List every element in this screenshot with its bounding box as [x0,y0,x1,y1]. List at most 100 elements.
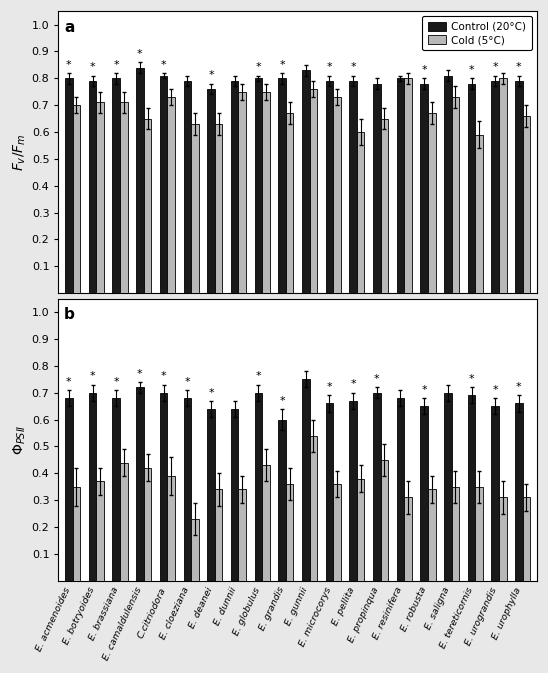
Bar [492,406,499,581]
Bar [167,476,175,581]
Text: *: * [208,388,214,398]
Text: *: * [327,382,332,392]
Bar [515,403,523,581]
Bar [468,83,475,293]
Text: *: * [161,371,167,382]
Bar [444,75,452,293]
Bar [262,465,270,581]
Bar [136,388,144,581]
Bar [349,81,357,293]
Bar [397,78,404,293]
Text: *: * [208,71,214,80]
Bar [452,97,459,293]
Bar [167,97,175,293]
Y-axis label: $F_v/F_m$: $F_v/F_m$ [11,133,27,171]
Bar [255,393,262,581]
Bar [215,124,222,293]
Bar [373,83,380,293]
Bar [65,78,73,293]
Text: *: * [421,65,427,75]
Bar [420,83,428,293]
Bar [89,393,96,581]
Bar [357,479,364,581]
Text: *: * [421,385,427,395]
Text: *: * [516,382,522,392]
Bar [96,102,104,293]
Bar [380,118,388,293]
Legend: Control (20°C), Cold (5°C): Control (20°C), Cold (5°C) [423,16,532,50]
Text: *: * [255,371,261,382]
Bar [231,409,238,581]
Bar [73,105,80,293]
Bar [357,132,364,293]
Bar [207,89,215,293]
Text: *: * [374,374,380,384]
Bar [302,70,310,293]
Bar [73,487,80,581]
Text: *: * [493,385,498,395]
Bar [499,497,506,581]
Bar [420,406,428,581]
Bar [310,89,317,293]
Bar [428,113,436,293]
Bar [523,116,530,293]
Text: *: * [493,63,498,73]
Bar [444,393,452,581]
Bar [231,81,238,293]
Bar [499,78,506,293]
Bar [191,124,199,293]
Bar [404,78,412,293]
Text: *: * [469,65,475,75]
Bar [310,435,317,581]
Bar [326,403,333,581]
Bar [302,380,310,581]
Bar [112,78,120,293]
Bar [326,81,333,293]
Text: *: * [279,60,285,70]
Bar [238,92,246,293]
Text: *: * [161,60,167,70]
Text: *: * [113,377,119,387]
Text: *: * [350,380,356,390]
Bar [191,519,199,581]
Bar [136,67,144,293]
Bar [333,484,341,581]
Bar [238,489,246,581]
Text: *: * [137,369,142,379]
Bar [215,489,222,581]
Text: *: * [113,60,119,70]
Bar [160,393,167,581]
Bar [468,396,475,581]
Bar [112,398,120,581]
Bar [144,468,151,581]
Text: *: * [66,377,72,387]
Bar [184,398,191,581]
Bar [278,419,286,581]
Text: *: * [469,374,475,384]
Text: b: b [64,307,75,322]
Bar [120,462,128,581]
Bar [333,97,341,293]
Bar [475,487,483,581]
Bar [144,118,151,293]
Bar [373,393,380,581]
Bar [428,489,436,581]
Text: *: * [66,60,72,70]
Text: *: * [185,377,190,387]
Text: *: * [255,63,261,73]
Y-axis label: $Φ_{PSII}$: $Φ_{PSII}$ [11,425,27,455]
Text: *: * [279,396,285,406]
Bar [515,81,523,293]
Bar [278,78,286,293]
Bar [492,81,499,293]
Bar [404,497,412,581]
Bar [89,81,96,293]
Bar [523,497,530,581]
Text: *: * [90,371,95,382]
Bar [262,92,270,293]
Bar [397,398,404,581]
Bar [380,460,388,581]
Bar [286,484,293,581]
Bar [452,487,459,581]
Text: *: * [90,63,95,73]
